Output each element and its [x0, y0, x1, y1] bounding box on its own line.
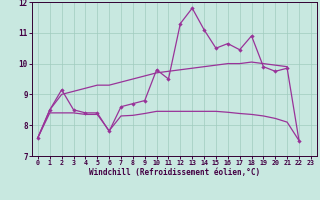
X-axis label: Windchill (Refroidissement éolien,°C): Windchill (Refroidissement éolien,°C) [89, 168, 260, 177]
